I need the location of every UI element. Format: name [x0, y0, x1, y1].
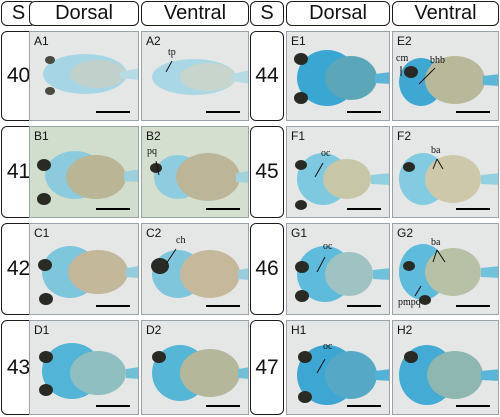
panel-b1: B1 — [29, 126, 139, 218]
scale-bar — [96, 208, 130, 210]
panel-g1: G1 oc — [286, 223, 390, 315]
tadpole-specimen-image — [295, 153, 389, 210]
tadpole-specimen-image — [37, 151, 138, 205]
panel-f1: F1 oc — [286, 126, 390, 218]
panel-e1: E1 — [286, 31, 390, 121]
column-header-ventral-right: Ventral — [392, 1, 499, 26]
annotation-bhb: bhb — [430, 55, 445, 66]
panel-label: A2 — [146, 34, 161, 48]
panel-label: F2 — [397, 129, 412, 143]
column-header-dorsal-right: Dorsal — [286, 1, 390, 26]
tadpole-specimen-image — [399, 345, 498, 405]
stage-label-44: 44 — [250, 31, 284, 121]
scale-bar — [96, 305, 130, 307]
stage-label-47: 47 — [250, 320, 284, 415]
scale-bar — [206, 405, 240, 407]
tadpole-specimen-image — [295, 246, 389, 302]
scale-bar — [96, 111, 130, 113]
scale-bar — [347, 208, 381, 210]
panel-a1: A1 — [29, 31, 139, 121]
panel-label: D2 — [146, 323, 162, 337]
scale-bar — [206, 111, 240, 113]
panel-label: C2 — [146, 226, 162, 240]
scale-bar — [206, 208, 240, 210]
annotation-oc: oc — [321, 148, 331, 159]
panel-label: E1 — [291, 34, 306, 48]
scale-bar — [456, 405, 490, 407]
scale-bar — [347, 111, 381, 113]
tadpole-specimen-image — [38, 246, 138, 305]
annotation-ch: ch — [176, 235, 186, 246]
panel-c1: C1 — [29, 223, 139, 315]
scale-bar — [456, 208, 490, 210]
tadpole-specimen-image — [150, 153, 248, 201]
tadpole-specimen-image — [152, 345, 248, 401]
panel-label: C1 — [34, 226, 50, 240]
panel-label: A1 — [34, 34, 49, 48]
tadpole-specimen-image — [39, 343, 138, 399]
scale-bar — [347, 405, 381, 407]
tadpole-specimen-image — [151, 248, 248, 298]
panel-label: E2 — [397, 34, 412, 48]
annotation-oc: oc — [323, 241, 333, 252]
column-header-dorsal-left: Dorsal — [29, 1, 139, 26]
stage-label-45: 45 — [250, 126, 284, 218]
panel-label: G1 — [291, 226, 308, 240]
panel-c2: C2 ch — [141, 223, 249, 315]
panel-d1: D1 — [29, 320, 139, 415]
panel-g2: G2 ba pmpq — [392, 223, 499, 315]
tadpole-specimen-image — [294, 50, 389, 106]
panel-b2: B2 pq — [141, 126, 249, 218]
annotation-tp: tp — [168, 47, 176, 58]
annotation-ba: ba — [431, 237, 441, 248]
annotation-pmpq: pmpq — [398, 297, 421, 308]
stage-label-46: 46 — [250, 223, 284, 315]
panel-label: F1 — [291, 129, 306, 143]
annotation-oc: oc — [323, 341, 333, 352]
annotation-ba: ba — [431, 145, 441, 156]
tadpole-specimen-image — [43, 54, 138, 95]
panel-h2: H2 — [392, 320, 499, 415]
scale-bar — [206, 305, 240, 307]
panel-d2: D2 — [141, 320, 249, 415]
annotation-pq: pq — [147, 146, 157, 157]
panel-h1: H1 oc — [286, 320, 390, 415]
annotation-cm: cm — [396, 53, 409, 64]
tadpole-specimen-image — [399, 56, 498, 106]
column-header-ventral-left: Ventral — [141, 1, 249, 26]
panel-a2: A2 tp — [141, 31, 249, 121]
tadpole-specimen-image — [152, 59, 248, 95]
tadpole-specimen-image — [399, 153, 498, 205]
panel-label: B2 — [146, 129, 161, 143]
panel-label: D1 — [34, 323, 50, 337]
scale-bar — [456, 305, 490, 307]
panel-e2: E2 cm bhb — [392, 31, 499, 121]
panel-label: H2 — [397, 323, 413, 337]
panel-label: B1 — [34, 129, 49, 143]
panel-f2: F2 ba — [392, 126, 499, 218]
tadpole-specimen-image — [399, 244, 498, 305]
stage-header-right: S — [250, 1, 284, 26]
scale-bar — [96, 405, 130, 407]
tadpole-specimen-image — [297, 345, 389, 405]
scale-bar — [456, 111, 490, 113]
panel-label: G2 — [397, 226, 414, 240]
scale-bar — [347, 305, 381, 307]
panel-label: H1 — [291, 323, 307, 337]
